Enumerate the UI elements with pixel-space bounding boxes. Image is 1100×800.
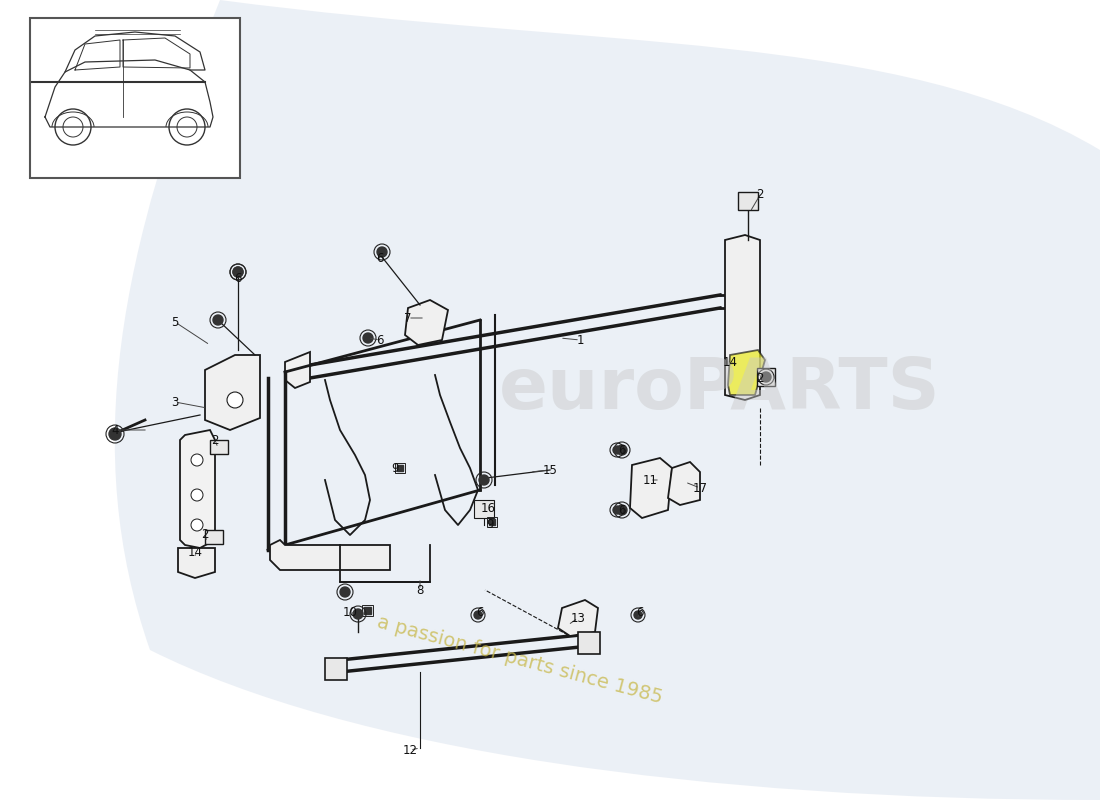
Bar [205,530,223,544]
Text: 13: 13 [571,611,585,625]
Polygon shape [728,350,764,395]
Bar [397,465,403,471]
Circle shape [191,489,204,501]
Circle shape [109,428,121,440]
Polygon shape [405,300,448,345]
Text: 6: 6 [618,443,626,457]
Text: 10: 10 [342,606,358,618]
Circle shape [191,519,204,531]
Polygon shape [668,462,700,505]
Bar [395,463,405,473]
Circle shape [233,267,243,277]
Polygon shape [558,600,598,636]
Bar [30,18,240,178]
Text: euroPARTS: euroPARTS [499,355,940,425]
Bar [487,517,497,527]
Bar [364,607,371,614]
Text: 11: 11 [642,474,658,486]
Circle shape [617,445,627,455]
Text: 12: 12 [403,743,418,757]
Text: 5: 5 [172,315,178,329]
Text: 8: 8 [416,583,424,597]
Bar [578,632,600,654]
Text: 6: 6 [234,271,242,285]
Text: 14: 14 [723,355,737,369]
Polygon shape [270,540,390,570]
Text: 15: 15 [542,463,558,477]
Circle shape [613,446,621,454]
Circle shape [474,611,482,619]
Bar [757,368,776,386]
Text: 16: 16 [481,502,495,514]
Text: 6: 6 [636,606,644,618]
PathPatch shape [114,0,1100,800]
Text: 2: 2 [211,434,219,446]
Circle shape [227,392,243,408]
Text: 7: 7 [405,311,411,325]
Circle shape [634,611,642,619]
Text: 9: 9 [486,518,494,531]
Circle shape [617,505,627,515]
Bar [490,519,495,525]
Circle shape [761,372,771,382]
Text: 6: 6 [618,503,626,517]
Circle shape [353,609,363,619]
Bar [362,605,373,616]
Polygon shape [725,235,760,400]
Polygon shape [178,548,215,578]
Polygon shape [630,458,672,518]
Bar [324,658,346,680]
Text: 3: 3 [172,395,178,409]
Bar [210,440,228,454]
Circle shape [377,247,387,257]
Text: 9: 9 [392,462,398,474]
Circle shape [363,333,373,343]
Text: 14: 14 [187,546,202,558]
Polygon shape [285,352,310,388]
Polygon shape [205,355,260,430]
Circle shape [340,587,350,597]
Text: 6: 6 [376,334,384,346]
Circle shape [233,267,243,277]
Text: 17: 17 [693,482,707,494]
Text: 2: 2 [201,529,209,542]
Text: 2: 2 [757,371,763,385]
Text: a passion for parts since 1985: a passion for parts since 1985 [375,613,664,707]
Circle shape [478,475,490,485]
Text: 1: 1 [576,334,584,346]
Text: 6: 6 [376,251,384,265]
Circle shape [613,506,621,514]
Text: 4: 4 [111,423,119,437]
Bar [474,500,494,518]
Bar [738,192,758,210]
Circle shape [191,454,204,466]
Text: 2: 2 [757,189,763,202]
Circle shape [213,315,223,325]
Text: 6: 6 [476,606,484,618]
Polygon shape [180,430,214,548]
